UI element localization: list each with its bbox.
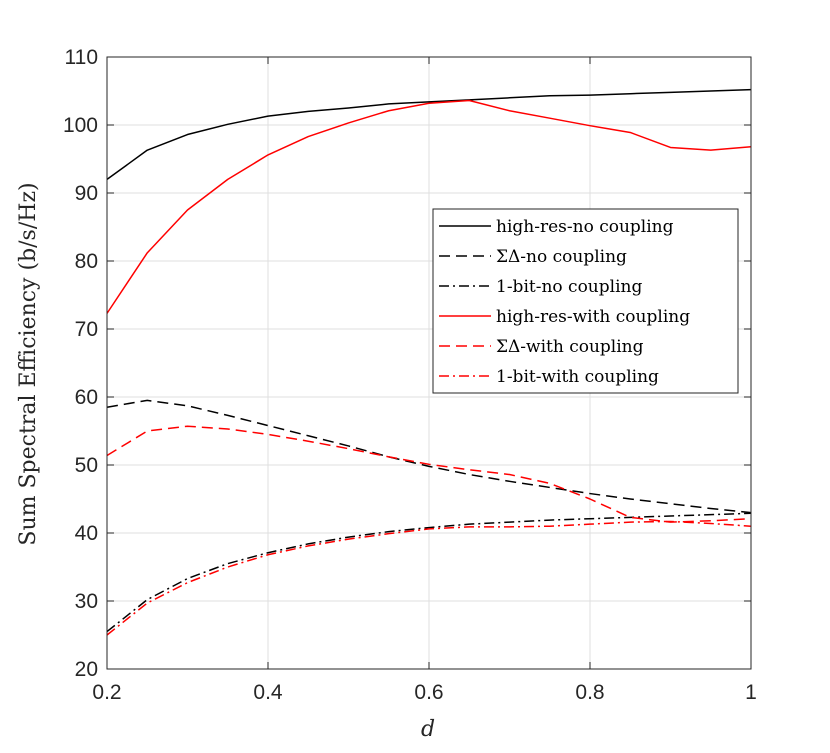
series-line-3 xyxy=(106,99,752,314)
y-tick-label: 30 xyxy=(75,590,98,613)
y-tick-label: 80 xyxy=(75,250,98,273)
series-line-5 xyxy=(106,520,752,636)
y-tick-label: 70 xyxy=(75,318,98,341)
legend: high-res-no coupling ΣΔ-no coupling 1-bit-… xyxy=(432,208,739,394)
y-tick-label: 110 xyxy=(65,46,98,69)
y-tick-label: 20 xyxy=(75,658,98,681)
axes xyxy=(106,56,752,670)
legend-label-2: 1-bit-no coupling xyxy=(496,277,642,297)
x-tick-label: 0.6 xyxy=(414,681,443,704)
series-line-4 xyxy=(106,425,752,523)
x-tick-label: 0.2 xyxy=(92,681,121,704)
legend-label-0: high-res-no coupling xyxy=(496,217,674,237)
y-axis-label: Sum Spectral Efficiency (b/s/Hz) xyxy=(16,182,41,545)
y-tick-label: 60 xyxy=(75,386,98,409)
series-line-2 xyxy=(106,512,752,633)
x-tick-label: 0.8 xyxy=(575,681,604,704)
x-axis-label: d xyxy=(421,717,435,742)
x-tick-label: 0.4 xyxy=(253,681,283,704)
y-tick-label: 100 xyxy=(63,114,98,137)
tick-labels: 0.2 0.4 0.6 0.8 1 20 30 40 50 60 70 80 90 100 110 xyxy=(63,46,757,704)
series-line-1 xyxy=(106,399,752,514)
y-tick-label: 40 xyxy=(75,522,98,545)
y-tick-label: 90 xyxy=(75,182,98,205)
legend-label-1: ΣΔ-no coupling xyxy=(496,247,627,267)
series-line-0 xyxy=(106,88,752,181)
legend-label-5: 1-bit-with coupling xyxy=(496,367,659,387)
y-tick-label: 50 xyxy=(75,454,98,477)
legend-label-3: high-res-with coupling xyxy=(496,307,690,327)
x-tick-label: 1 xyxy=(745,681,757,704)
legend-label-4: ΣΔ-with coupling xyxy=(496,337,644,357)
data-series xyxy=(106,88,752,636)
legend-box xyxy=(432,208,739,394)
